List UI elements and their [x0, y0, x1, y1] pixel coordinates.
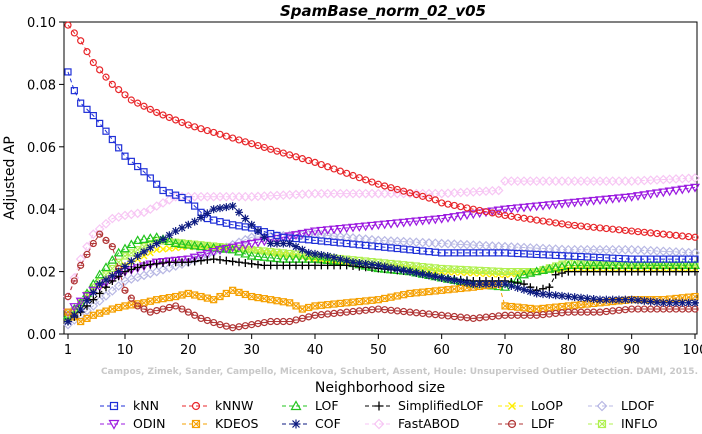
- legend-item-simplifiedlof: SimplifiedLOF: [365, 398, 484, 413]
- series-ldf: [64, 230, 699, 332]
- legend-label: KDEOS: [215, 416, 259, 431]
- y-tick-label: 0.08: [27, 78, 56, 93]
- axis-layer: 1 10 20 30 40 50 60 70 80 90 100 0.00 0.02 0.04 0.06 0.…: [27, 16, 702, 358]
- x-tick-label: 70: [497, 343, 514, 358]
- legend-label: LDOF: [621, 398, 655, 413]
- series-markers-ldf: [64, 230, 699, 332]
- series-markers-fastabod: [63, 173, 700, 302]
- series-line-knnw: [67, 24, 696, 238]
- x-tick-label: 80: [560, 343, 577, 358]
- y-tick-label: 0.02: [27, 266, 56, 281]
- x-tick-label: 90: [623, 343, 640, 358]
- series-knn: [64, 68, 699, 263]
- legend-label: kNNW: [215, 398, 253, 413]
- x-tick-label: 40: [307, 343, 324, 358]
- legend-label: LoOP: [531, 398, 563, 413]
- legend-item-inflo: INFLO: [588, 416, 658, 431]
- legend-item-kdeos: KDEOS: [182, 416, 259, 431]
- legend-label: INFLO: [621, 416, 658, 431]
- x-tick-label: 30: [243, 343, 260, 358]
- plot-frame: [63, 21, 698, 335]
- legend-item-lof: LOF: [282, 398, 339, 413]
- x-tick-label: 1: [64, 343, 72, 358]
- x-tick-label: 100: [683, 343, 702, 358]
- series-kdeos: [64, 280, 699, 326]
- series-knnw: [64, 21, 699, 241]
- y-tick-label: 0.06: [27, 141, 56, 156]
- y-axis-label: Adjusted AP: [2, 136, 18, 220]
- series-markers-kdeos: [64, 280, 699, 326]
- legend-label: COF: [315, 416, 341, 431]
- legend-label: LOF: [315, 398, 339, 413]
- legend-item-odin: ODIN: [100, 416, 166, 431]
- series-markers-knn: [64, 68, 699, 263]
- legend-label: LDF: [531, 416, 555, 431]
- chart-title: SpamBase_norm_02_v05: [280, 2, 486, 20]
- legend-item-ldof: LDOF: [588, 398, 655, 413]
- x-tick-label: 20: [180, 343, 197, 358]
- legend-item-cof: COF: [282, 416, 341, 431]
- watermark: Campos, Zimek, Sander, Campello, Micenko…: [101, 367, 698, 377]
- legend-item-ldf: LDF: [498, 416, 555, 431]
- legend-label: FastABOD: [398, 416, 460, 431]
- legend-label: ODIN: [133, 416, 166, 431]
- legend: kNN kNNW LOF SimplifiedLOF LoOP LDOF ODIN KDEOS…: [100, 398, 658, 431]
- series-line-knn: [67, 71, 695, 260]
- legend-label: SimplifiedLOF: [398, 398, 484, 413]
- x-tick-label: 60: [433, 343, 450, 358]
- series-layer: [62, 21, 701, 332]
- legend-item-knnw: kNNW: [182, 398, 253, 413]
- y-tick-label: 0.10: [27, 16, 56, 31]
- series-fastabod: [63, 173, 700, 302]
- series-markers-cof: [64, 202, 699, 326]
- legend-item-knn: kNN: [100, 398, 159, 413]
- legend-item-fastabod: FastABOD: [365, 416, 460, 431]
- y-tick-label: 0.04: [27, 203, 56, 218]
- series-markers-knnw: [64, 21, 699, 241]
- x-tick-label: 10: [117, 343, 134, 358]
- x-tick-label: 50: [370, 343, 387, 358]
- series-cof: [64, 202, 699, 326]
- x-axis-label: Neighborhood size: [315, 380, 445, 396]
- y-tick-label: 0.00: [27, 328, 56, 343]
- legend-item-loop: LoOP: [498, 398, 563, 413]
- legend-label: kNN: [133, 398, 159, 413]
